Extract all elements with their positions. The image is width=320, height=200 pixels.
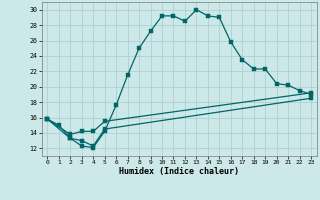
X-axis label: Humidex (Indice chaleur): Humidex (Indice chaleur) xyxy=(119,167,239,176)
